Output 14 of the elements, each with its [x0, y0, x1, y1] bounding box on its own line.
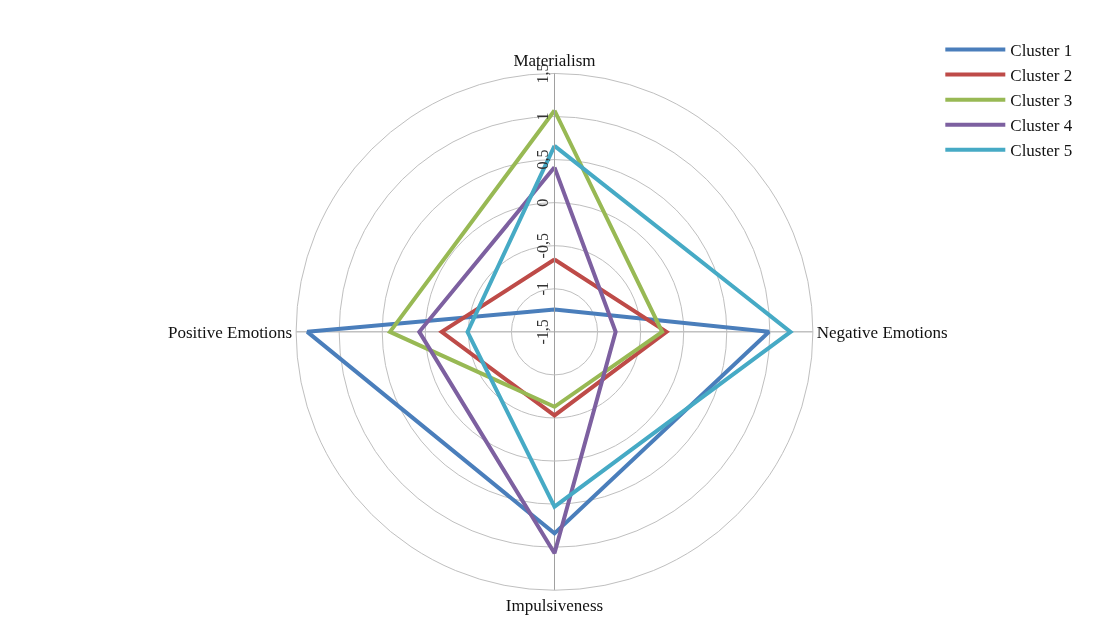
y-tick-label: 0: [533, 198, 551, 207]
spoke-label: Negative Emotions: [816, 322, 948, 342]
spoke-label: Positive Emotions: [167, 322, 293, 342]
y-tick-label: -0,5: [533, 233, 551, 259]
y-tick-label: -1,5: [533, 319, 551, 345]
y-tick-label: 1: [533, 112, 551, 121]
y-tick-label: -1: [533, 282, 551, 296]
y-tick-label: 0,5: [533, 149, 551, 170]
legend-label: Cluster 5: [1010, 141, 1073, 161]
legend-label: Cluster 4: [1010, 116, 1073, 136]
legend-label: Cluster 1: [1010, 41, 1073, 61]
spoke-label: Impulsiveness: [505, 596, 604, 616]
legend-label: Cluster 2: [1010, 66, 1073, 86]
legend-label: Cluster 3: [1010, 91, 1073, 111]
